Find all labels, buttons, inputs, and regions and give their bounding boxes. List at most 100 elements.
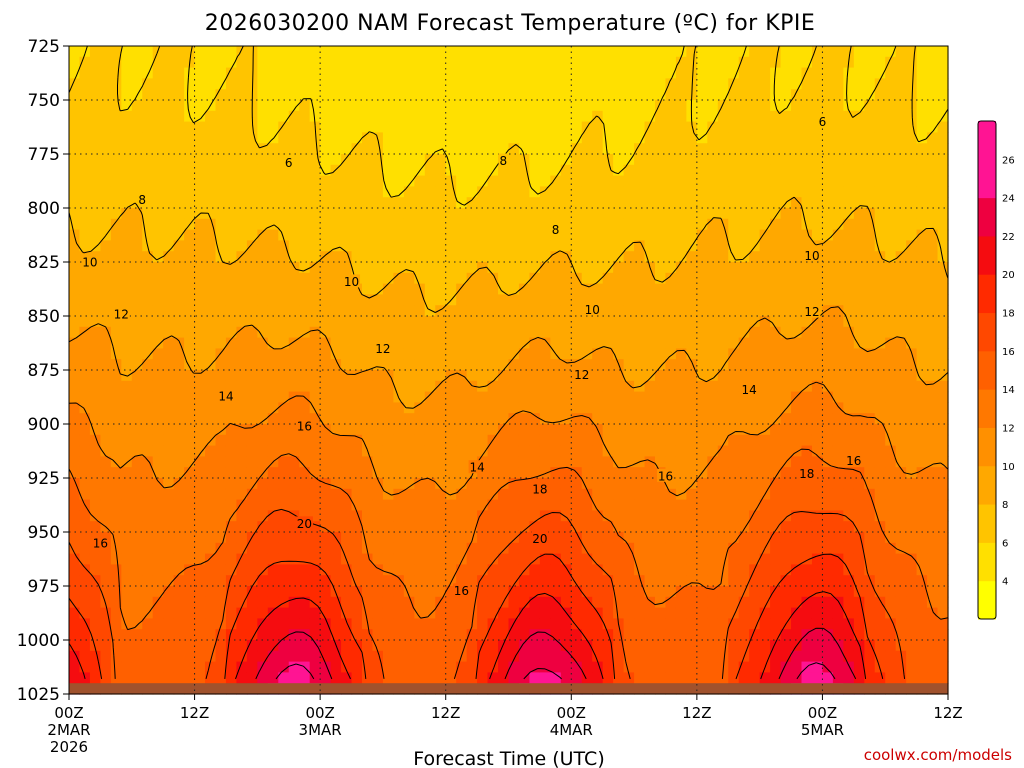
temperature-cell	[246, 586, 258, 598]
temperature-cell	[780, 316, 792, 328]
temperature-cell	[518, 456, 531, 468]
temperature-cell	[173, 640, 185, 652]
temperature-cell	[696, 510, 708, 522]
temperature-cell	[539, 445, 551, 457]
temperature-cell	[257, 380, 269, 393]
temperature-cell	[623, 251, 635, 263]
temperature-cell	[822, 294, 834, 306]
temperature-cell	[414, 445, 426, 457]
temperature-cell	[644, 186, 656, 198]
temperature-cell	[822, 89, 834, 101]
temperature-cell	[267, 402, 279, 414]
temperature-cell	[874, 478, 886, 490]
temperature-cell	[655, 229, 667, 241]
temperature-cell	[728, 618, 740, 630]
temperature-cell	[131, 596, 143, 609]
temperature-cell	[445, 542, 457, 555]
temperature-cell	[832, 575, 844, 587]
temperature-cell	[351, 186, 363, 198]
temperature-cell	[257, 348, 269, 360]
temperature-cell	[937, 132, 949, 144]
temperature-cell	[110, 402, 122, 414]
temperature-cell	[100, 240, 112, 252]
temperature-cell	[539, 575, 551, 587]
temperature-cell	[89, 218, 101, 231]
temperature-cell	[853, 89, 865, 101]
temperature-cell	[225, 89, 238, 101]
temperature-cell	[707, 78, 719, 90]
temperature-cell	[560, 640, 572, 652]
temperature-cell	[152, 488, 164, 501]
temperature-cell	[225, 348, 238, 360]
temperature-cell	[843, 186, 855, 198]
temperature-cell	[539, 434, 551, 447]
temperature-cell	[69, 661, 81, 673]
temperature-cell	[864, 402, 876, 414]
temperature-cell	[655, 218, 667, 231]
temperature-cell	[351, 478, 363, 490]
temperature-cell	[225, 337, 238, 349]
temperature-cell	[121, 78, 133, 90]
temperature-cell	[738, 294, 750, 306]
temperature-cell	[382, 132, 394, 144]
temperature-cell	[864, 467, 876, 479]
temperature-cell	[435, 348, 447, 360]
temperature-cell	[351, 121, 363, 133]
temperature-cell	[623, 629, 635, 641]
temperature-cell	[466, 510, 478, 522]
temperature-cell	[749, 197, 761, 209]
temperature-cell	[79, 337, 91, 349]
temperature-cell	[518, 89, 531, 101]
temperature-cell	[89, 564, 101, 576]
temperature-cell	[843, 434, 855, 447]
temperature-cell	[571, 672, 583, 684]
temperature-cell	[644, 132, 656, 144]
temperature-cell	[456, 510, 468, 522]
temperature-cell	[895, 445, 907, 457]
temperature-cell	[529, 456, 541, 468]
temperature-cell	[843, 661, 855, 673]
temperature-cell	[215, 542, 227, 555]
temperature-cell	[299, 283, 311, 295]
temperature-cell	[623, 132, 635, 144]
temperature-cell	[655, 532, 667, 544]
temperature-cell	[571, 402, 583, 414]
temperature-cell	[696, 218, 708, 231]
temperature-cell	[874, 564, 886, 576]
temperature-cell	[832, 434, 844, 447]
temperature-cell	[634, 262, 646, 274]
temperature-cell	[435, 229, 447, 241]
temperature-cell	[811, 586, 824, 598]
temperature-cell	[173, 164, 185, 177]
temperature-cell	[560, 348, 572, 360]
temperature-cell	[811, 67, 824, 79]
temperature-cell	[79, 175, 91, 187]
temperature-cell	[539, 56, 551, 69]
temperature-cell	[937, 197, 949, 209]
temperature-cell	[791, 67, 803, 79]
temperature-cell	[393, 575, 405, 587]
temperature-cell	[163, 596, 175, 609]
temperature-cell	[853, 164, 865, 177]
temperature-cell	[121, 521, 133, 533]
temperature-cell	[79, 532, 91, 544]
temperature-cell	[895, 326, 907, 339]
temperature-cell	[267, 640, 279, 652]
temperature-cell	[613, 240, 625, 252]
temperature-cell	[351, 618, 363, 630]
temperature-cell	[215, 46, 227, 58]
temperature-cell	[110, 78, 122, 90]
temperature-cell	[592, 575, 604, 587]
temperature-cell	[655, 132, 667, 144]
temperature-cell	[320, 208, 332, 220]
temperature-cell	[832, 164, 844, 177]
temperature-cell	[539, 218, 551, 231]
temperature-cell	[205, 445, 217, 457]
temperature-cell	[225, 100, 238, 112]
temperature-cell	[163, 521, 175, 533]
temperature-cell	[393, 370, 405, 382]
temperature-cell	[581, 251, 593, 263]
temperature-cell	[372, 251, 384, 263]
temperature-cell	[675, 89, 687, 101]
temperature-cell	[759, 391, 771, 403]
